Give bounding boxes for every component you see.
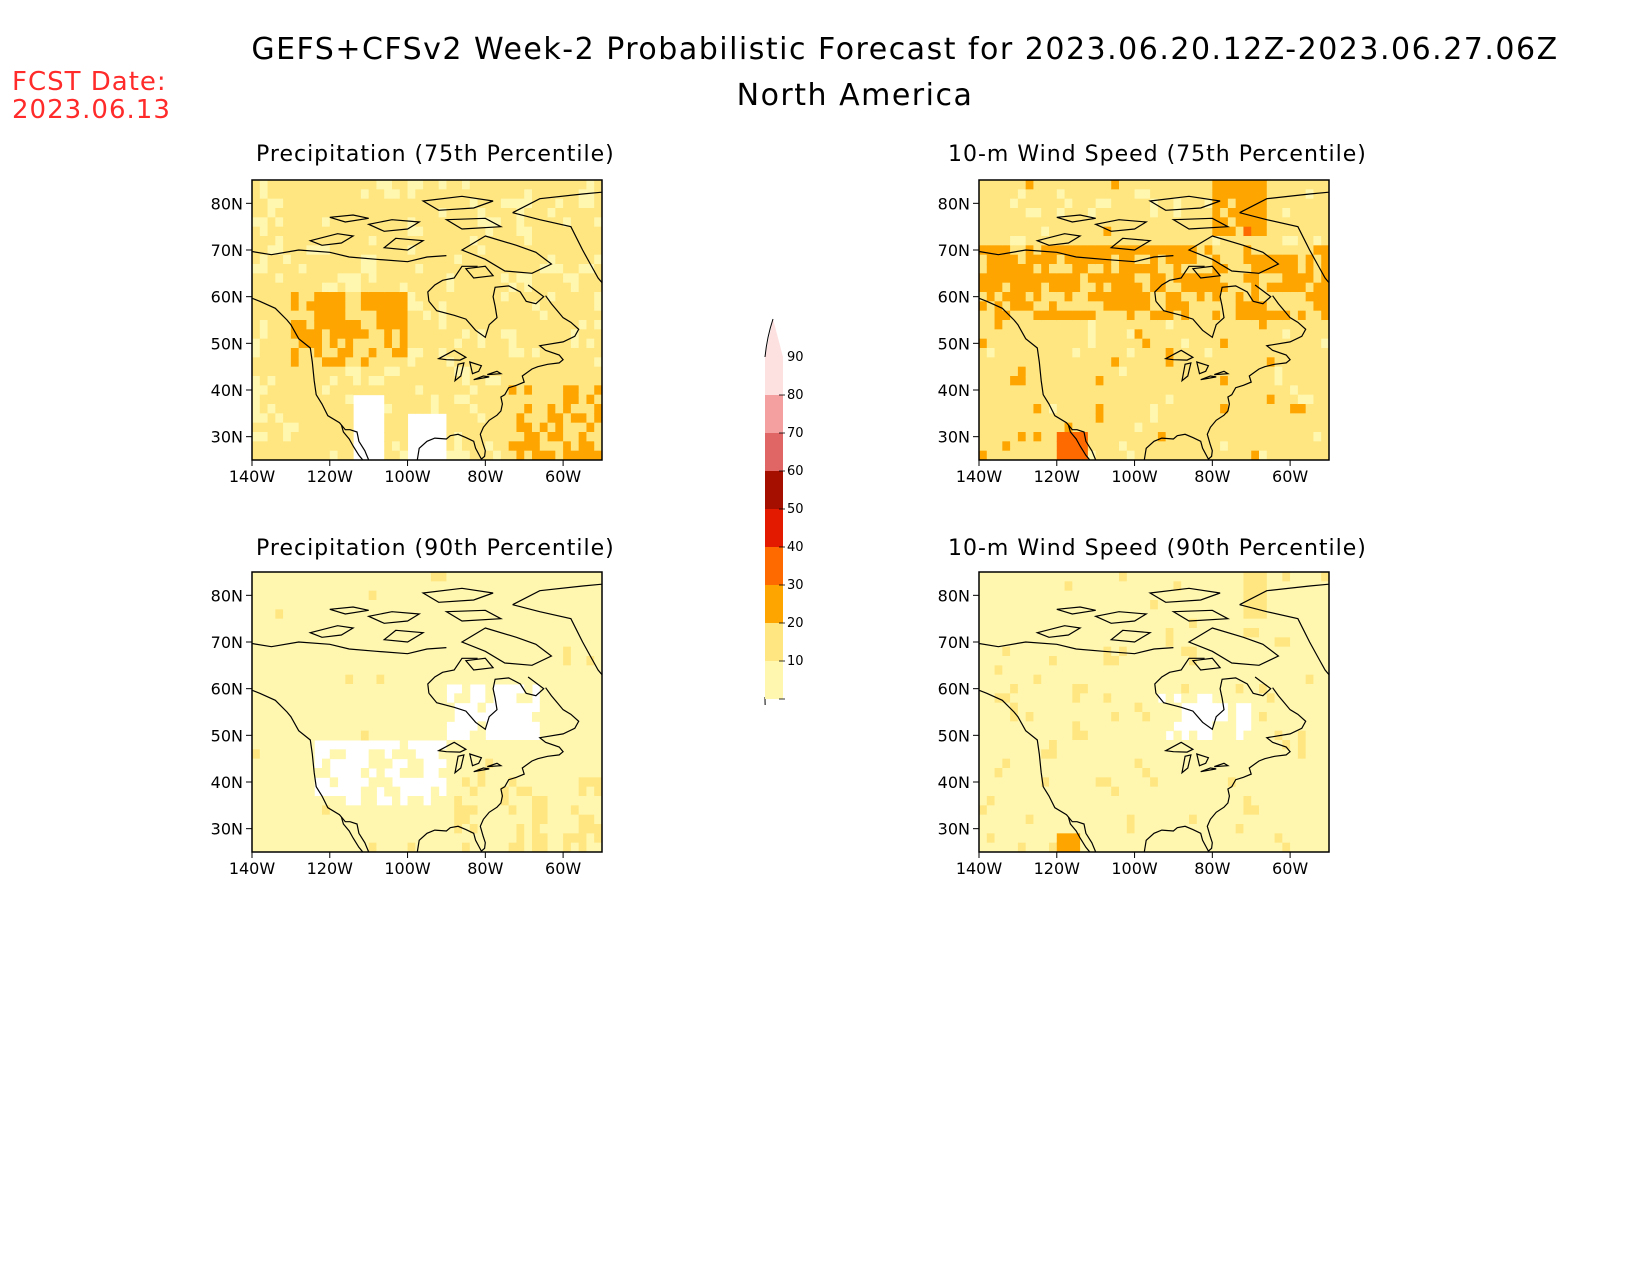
lat-tick-label: 30N (211, 820, 243, 839)
colorbar-label: 20 (787, 616, 804, 631)
coastlines (252, 583, 602, 852)
colorbar-segment (765, 623, 783, 661)
precip-90-map: 80N 70N 60N 50N 40N 30N 140W 120W 100W 80W 60W (211, 571, 603, 878)
lon-tick-label: 60W (545, 467, 581, 486)
lat-tick-label: 70N (211, 633, 243, 652)
lon-tick-label: 140W (956, 859, 1003, 878)
lon-tick-label: 100W (1111, 467, 1158, 486)
wind-75-map: 80N 70N 60N 50N 40N 30N 140W 120W 100W 80W 60W (938, 179, 1330, 486)
region-subtitle: North America (736, 78, 974, 113)
lon-tick-label: 60W (545, 859, 581, 878)
colorbar-label: 90 (787, 350, 804, 365)
map-frame (978, 179, 1330, 461)
colorbar-label: 10 (787, 654, 804, 669)
wind-90-map: 80N 70N 60N 50N 40N 30N 140W 120W 100W 80W 60W (938, 571, 1330, 878)
forecast-date: FCST Date: 2023.06.13 (12, 68, 171, 124)
lat-tick-label: 40N (211, 773, 243, 792)
shaded-field (252, 180, 602, 460)
lat-tick-label: 50N (211, 726, 243, 745)
lon-tick-label: 80W (467, 859, 503, 878)
colorbar: 10 20 30 40 50 60 70 80 90 (764, 318, 804, 705)
panel-title-wind-90: 10-m Wind Speed (90th Percentile) (948, 536, 1367, 561)
colorbar-segment (765, 509, 783, 547)
map-frame (251, 571, 603, 853)
colorbar-segment (765, 471, 783, 509)
colorbar-segment (765, 585, 783, 623)
lat-tick-label: 70N (211, 241, 243, 260)
lon-tick-label: 140W (229, 467, 276, 486)
lat-tick-label: 60N (938, 680, 970, 699)
lon-tick-label: 100W (384, 467, 431, 486)
lat-tick-label: 60N (211, 288, 243, 307)
shaded-field (979, 572, 1329, 852)
lon-tick-label: 60W (1272, 467, 1308, 486)
colorbar-segment (765, 395, 783, 433)
colorbar-label: 60 (787, 464, 804, 479)
page-title: GEFS+CFSv2 Week-2 Probabilistic Forecast… (251, 32, 1559, 67)
colorbar-bottom-edge (764, 696, 766, 705)
lat-tick-label: 70N (938, 241, 970, 260)
colorbar-label: 40 (787, 540, 804, 555)
forecast-date-label: FCST Date: (12, 67, 167, 97)
lat-tick-label: 80N (211, 194, 243, 213)
colorbar-label: 30 (787, 578, 804, 593)
colorbar-segment (765, 661, 783, 699)
colorbar-label: 70 (787, 426, 804, 441)
lat-tick-label: 40N (938, 381, 970, 400)
colorbar-segment (765, 357, 783, 395)
lon-tick-label: 140W (229, 859, 276, 878)
coastlines (252, 191, 602, 460)
colorbar-top-extension (765, 319, 783, 357)
map-frame (251, 179, 603, 461)
shaded-field (252, 572, 602, 852)
lat-tick-label: 30N (938, 820, 970, 839)
lat-tick-label: 80N (938, 194, 970, 213)
lon-tick-label: 120W (1034, 467, 1081, 486)
lat-tick-label: 60N (938, 288, 970, 307)
lon-tick-label: 80W (1194, 859, 1230, 878)
lon-tick-label: 120W (307, 859, 354, 878)
lon-tick-label: 120W (1034, 859, 1081, 878)
map-frame (978, 571, 1330, 853)
lat-tick-label: 30N (938, 428, 970, 447)
panel-title-wind-75: 10-m Wind Speed (75th Percentile) (948, 142, 1367, 167)
lon-tick-label: 100W (384, 859, 431, 878)
lat-tick-label: 30N (211, 428, 243, 447)
colorbar-label: 80 (787, 388, 804, 403)
lat-tick-label: 40N (211, 381, 243, 400)
lon-tick-label: 60W (1272, 859, 1308, 878)
coastlines (979, 583, 1329, 852)
shaded-field (979, 180, 1329, 460)
lat-tick-label: 70N (938, 633, 970, 652)
lat-tick-label: 50N (938, 334, 970, 353)
lon-tick-label: 120W (307, 467, 354, 486)
panel-title-precip-75: Precipitation (75th Percentile) (256, 142, 615, 167)
lon-tick-label: 80W (1194, 467, 1230, 486)
lon-tick-label: 140W (956, 467, 1003, 486)
lon-tick-label: 100W (1111, 859, 1158, 878)
precip-75-map: 80N 70N 60N 50N 40N 30N 140W 120W 100W 80W 60W (211, 179, 603, 486)
lat-tick-label: 60N (211, 680, 243, 699)
lat-tick-label: 50N (938, 726, 970, 745)
lon-tick-label: 80W (467, 467, 503, 486)
lat-tick-label: 50N (211, 334, 243, 353)
forecast-date-value: 2023.06.13 (12, 95, 171, 125)
panel-title-precip-90: Precipitation (90th Percentile) (256, 536, 615, 561)
colorbar-label: 50 (787, 502, 804, 517)
lat-tick-label: 80N (211, 586, 243, 605)
colorbar-segment (765, 433, 783, 471)
lat-tick-label: 40N (938, 773, 970, 792)
lat-tick-label: 80N (938, 586, 970, 605)
colorbar-segment (765, 547, 783, 585)
coastlines (979, 191, 1329, 460)
